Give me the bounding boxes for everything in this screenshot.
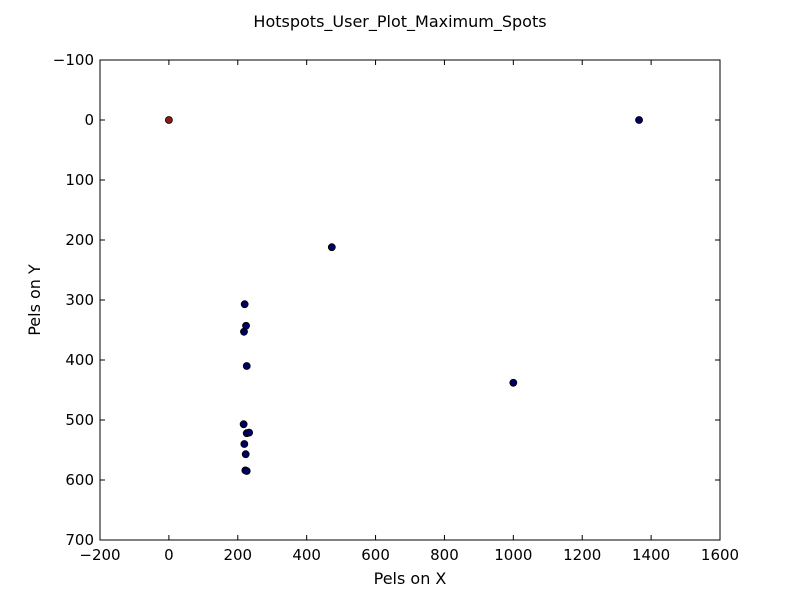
plot-area-frame — [99, 59, 721, 541]
x-tick-label: 800 — [430, 546, 459, 564]
y-tick-label: 600 — [65, 471, 94, 489]
x-tick-label: 1000 — [494, 546, 532, 564]
y-tick-label: 500 — [65, 411, 94, 429]
x-tick-label: 600 — [361, 546, 390, 564]
scatter-point — [164, 116, 173, 124]
y-tick-label: 100 — [65, 171, 94, 189]
x-tick-label: 1200 — [563, 546, 601, 564]
tick-marks — [99, 59, 721, 541]
chart-title: Hotspots_User_Plot_Maximum_Spots — [253, 12, 546, 32]
scatter-point — [242, 362, 251, 370]
y-tick-label: 700 — [65, 531, 94, 549]
scatter-point — [240, 440, 249, 448]
x-tick-label: −200 — [79, 546, 120, 564]
y-tick-label: 400 — [65, 351, 94, 369]
y-tick-label: 300 — [65, 291, 94, 309]
x-axis-label: Pels on X — [374, 569, 447, 588]
x-tick-label: 1600 — [701, 546, 739, 564]
x-tick-label: 400 — [292, 546, 321, 564]
scatter-point — [509, 378, 518, 387]
scatter-point — [241, 450, 250, 459]
x-tick-label: 1400 — [632, 546, 670, 564]
scatter-point — [240, 300, 249, 309]
data-points — [164, 116, 643, 475]
y-axis-label: Pels on Y — [25, 264, 44, 336]
y-tick-labels: −100 0 100 200 300 400 500 600 700 — [53, 51, 94, 549]
x-tick-label: 200 — [223, 546, 252, 564]
y-tick-label: 200 — [65, 231, 94, 249]
x-tick-labels: −200 0 200 400 600 800 1000 1200 1400 1600 — [79, 546, 739, 564]
scatter-point — [327, 243, 336, 252]
scatter-point — [245, 428, 254, 437]
scatter-point — [635, 116, 643, 124]
x-tick-label: 0 — [164, 546, 174, 564]
y-tick-label: 0 — [84, 111, 94, 129]
y-tick-label: −100 — [53, 51, 94, 69]
scatter-point — [242, 467, 251, 475]
scatter-point — [240, 327, 248, 336]
scatter-point — [239, 420, 248, 429]
